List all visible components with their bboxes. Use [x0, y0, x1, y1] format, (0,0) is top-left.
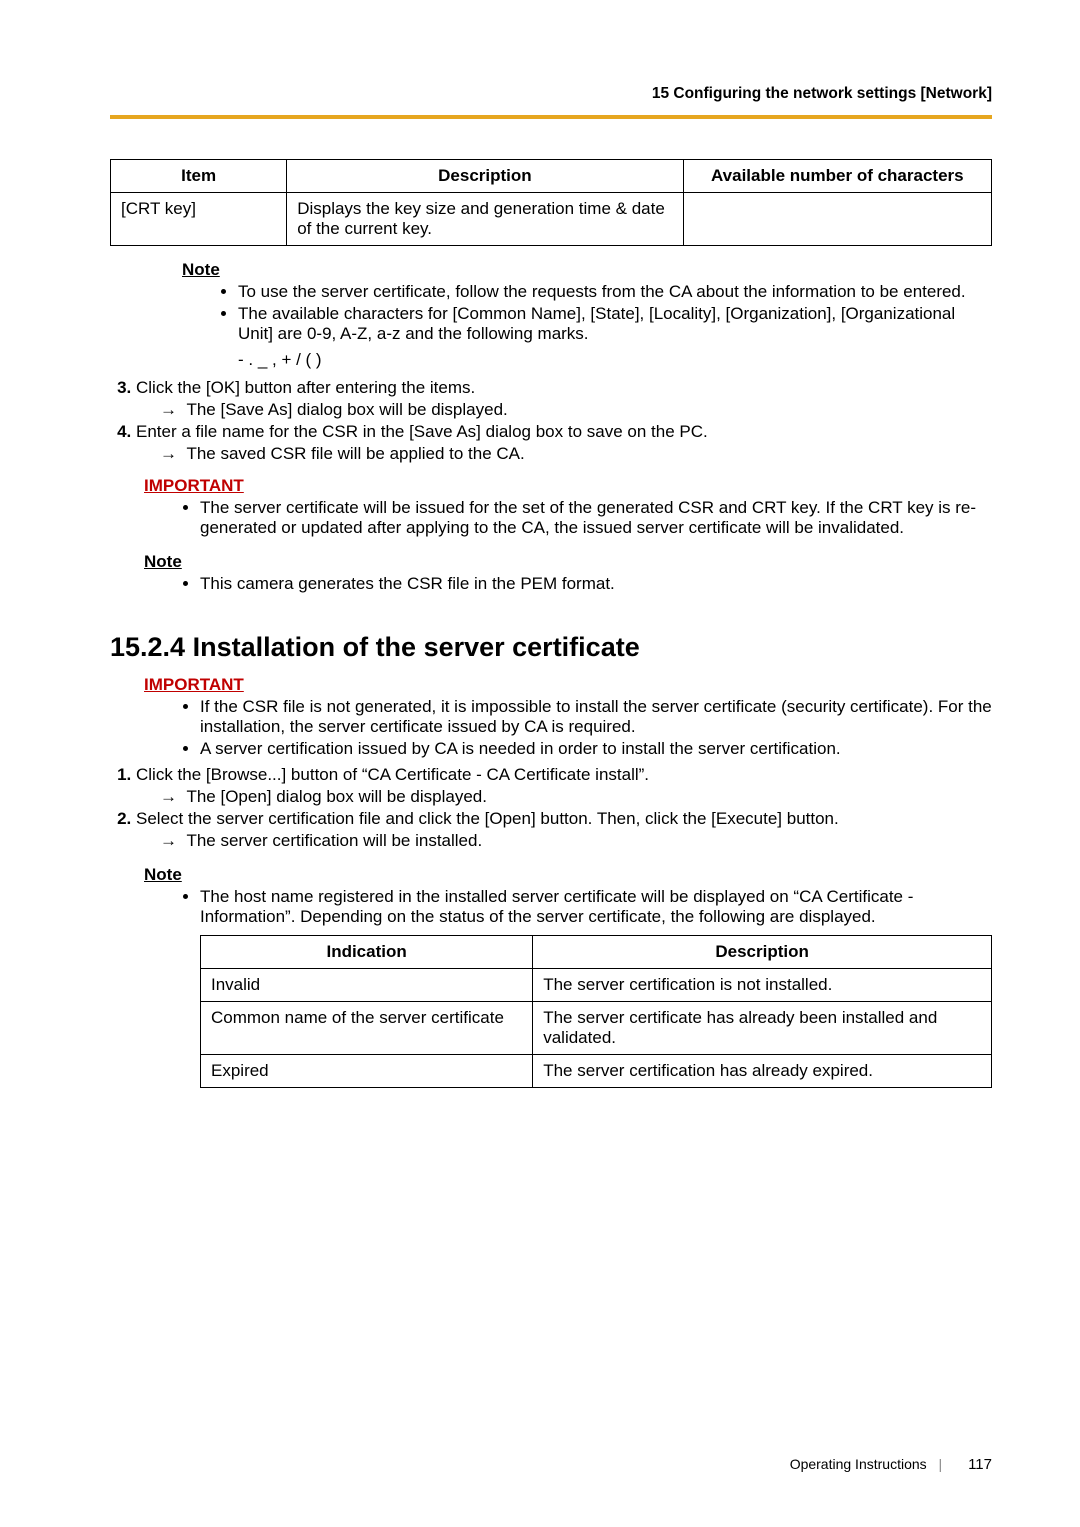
step4-arrow: The saved CSR file will be applied to th… [186, 444, 524, 463]
important2-b0: If the CSR file is not generated, it is … [200, 697, 992, 737]
crt-key-table: Item Description Available number of cha… [110, 159, 992, 246]
t1-r0c1: Displays the key size and generation tim… [287, 193, 683, 246]
stepb2-text: Select the server certification file and… [136, 809, 839, 828]
note1-label: Note [182, 260, 992, 280]
step4: Enter a file name for the CSR in the [Sa… [136, 422, 992, 464]
note2-b0: This camera generates the CSR file in th… [200, 574, 992, 594]
note1-b0: To use the server certificate, follow th… [238, 282, 992, 302]
t2-r2c0: Expired [201, 1055, 533, 1088]
t2-r2c1: The server certification has already exp… [533, 1055, 992, 1088]
stepb1-text: Click the [Browse...] button of “CA Cert… [136, 765, 649, 784]
t2-r0c1: The server certification is not installe… [533, 969, 992, 1002]
section-title: 15.2.4 Installation of the server certif… [110, 632, 992, 663]
footer-page-number: 117 [968, 1456, 992, 1473]
note3-b0: The host name registered in the installe… [200, 887, 992, 927]
stepb2: Select the server certification file and… [136, 809, 992, 851]
note3-label: Note [144, 865, 992, 885]
running-header: 15 Configuring the network settings [Net… [110, 85, 992, 103]
important1-b0: The server certificate will be issued fo… [200, 498, 992, 538]
important2-label: IMPORTANT [144, 675, 992, 695]
step3-text: Click the [OK] button after entering the… [136, 378, 475, 397]
note1-marks: - . _ , + / ( ) [182, 350, 992, 370]
stepb1-arrow: The [Open] dialog box will be displayed. [186, 787, 487, 806]
page-footer: Operating Instructions | 117 [790, 1456, 992, 1473]
header-rule [110, 115, 992, 119]
step3: Click the [OK] button after entering the… [136, 378, 992, 420]
note2-label: Note [144, 552, 992, 572]
t2-r1c0: Common name of the server certificate [201, 1002, 533, 1055]
t2-h0: Indication [201, 936, 533, 969]
t1-r0c0: [CRT key] [111, 193, 287, 246]
indication-table: Indication Description Invalid The serve… [200, 935, 992, 1088]
t2-r1c1: The server certificate has already been … [533, 1002, 992, 1055]
t1-r0c2 [683, 193, 991, 246]
note1-b1: The available characters for [Common Nam… [238, 304, 992, 344]
t2-h1: Description [533, 936, 992, 969]
t1-h1: Description [287, 160, 683, 193]
t2-r0c0: Invalid [201, 969, 533, 1002]
t1-h0: Item [111, 160, 287, 193]
step3-arrow: The [Save As] dialog box will be display… [186, 400, 507, 419]
stepb1: Click the [Browse...] button of “CA Cert… [136, 765, 992, 807]
footer-divider: | [939, 1456, 943, 1472]
important1-label: IMPORTANT [144, 476, 992, 496]
important2-b1: A server certification issued by CA is n… [200, 739, 992, 759]
stepb2-arrow: The server certification will be install… [186, 831, 482, 850]
t1-h2: Available number of characters [683, 160, 991, 193]
step4-text: Enter a file name for the CSR in the [Sa… [136, 422, 708, 441]
footer-label: Operating Instructions [790, 1456, 927, 1472]
